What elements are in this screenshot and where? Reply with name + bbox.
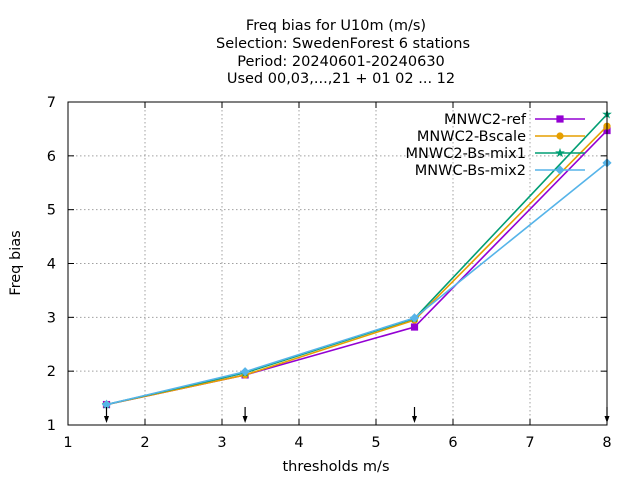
data-point (240, 367, 250, 377)
threshold-arrows (104, 407, 610, 423)
y-tick-label: 6 (47, 149, 56, 165)
data-point (101, 399, 112, 410)
x-tick-label: 6 (448, 435, 457, 451)
series-line (106, 129, 608, 406)
series-mnwc-bs-mix2 (101, 158, 612, 410)
legend-label: MNWC-Bs-mix2 (415, 163, 526, 179)
data-point (409, 313, 420, 323)
grid (68, 102, 607, 425)
chart-title-line-1: Freq bias for U10m (m/s) (246, 18, 426, 34)
threshold-arrow-head (104, 416, 109, 423)
y-tick-label: 4 (47, 257, 56, 273)
chart-title-line-4: Used 00,03,...,21 + 01 02 ... 12 (227, 71, 455, 87)
chart-title-line-3: Period: 20240601-20240630 (237, 54, 445, 70)
threshold-arrow-head (412, 416, 417, 423)
y-tick-label: 3 (47, 310, 56, 326)
legend-marker (555, 165, 565, 175)
legend-entry: MNWC2-Bs-mix1 (406, 146, 585, 162)
series-mnwc2-bs-mix1 (101, 109, 612, 409)
legend-label: MNWC2-ref (444, 112, 527, 128)
y-axis-label: Freq bias (8, 230, 24, 295)
chart-title: Freq bias for U10m (m/s) Selection: Swed… (216, 18, 470, 87)
legend-marker (556, 132, 564, 140)
series-mnwc2-bscale (102, 122, 611, 409)
x-tick-label: 3 (217, 435, 226, 451)
legend-marker (556, 115, 564, 123)
series-mnwc2-ref (102, 126, 611, 409)
y-tick-label: 2 (47, 364, 56, 380)
y-tick-label: 1 (47, 418, 56, 434)
legend-label: MNWC2-Bs-mix1 (406, 146, 526, 162)
x-tick-label: 2 (140, 435, 149, 451)
legend-marker (555, 147, 565, 158)
legend-entry: MNWC2-Bscale (417, 129, 585, 145)
data-point (410, 323, 419, 331)
legend: MNWC2-refMNWC2-BscaleMNWC2-Bs-mix1MNWC-B… (406, 112, 585, 179)
x-axis-label: thresholds m/s (282, 459, 389, 475)
legend-label: MNWC2-Bscale (417, 129, 526, 145)
series-line (106, 113, 608, 406)
series-line (106, 125, 608, 406)
axes: 1 2 3 4 5 6 7 1 2 3 4 5 6 7 8 (47, 95, 612, 451)
x-tick-label: 4 (294, 435, 303, 451)
plot-frame (67, 101, 608, 426)
y-tick-label: 7 (47, 95, 56, 111)
x-tick-label: 5 (371, 435, 380, 451)
series-layer (101, 109, 612, 410)
series-line (106, 162, 608, 406)
x-tick-label: 8 (602, 435, 611, 451)
chart-title-line-2: Selection: SwedenForest 6 stations (216, 36, 470, 52)
x-tick-label: 7 (525, 435, 534, 451)
legend-entry: MNWC-Bs-mix2 (415, 163, 585, 179)
legend-entry: MNWC2-ref (444, 112, 585, 128)
x-tick-label: 1 (63, 435, 72, 451)
threshold-arrow-head (242, 416, 248, 423)
y-tick-label: 5 (47, 203, 56, 219)
